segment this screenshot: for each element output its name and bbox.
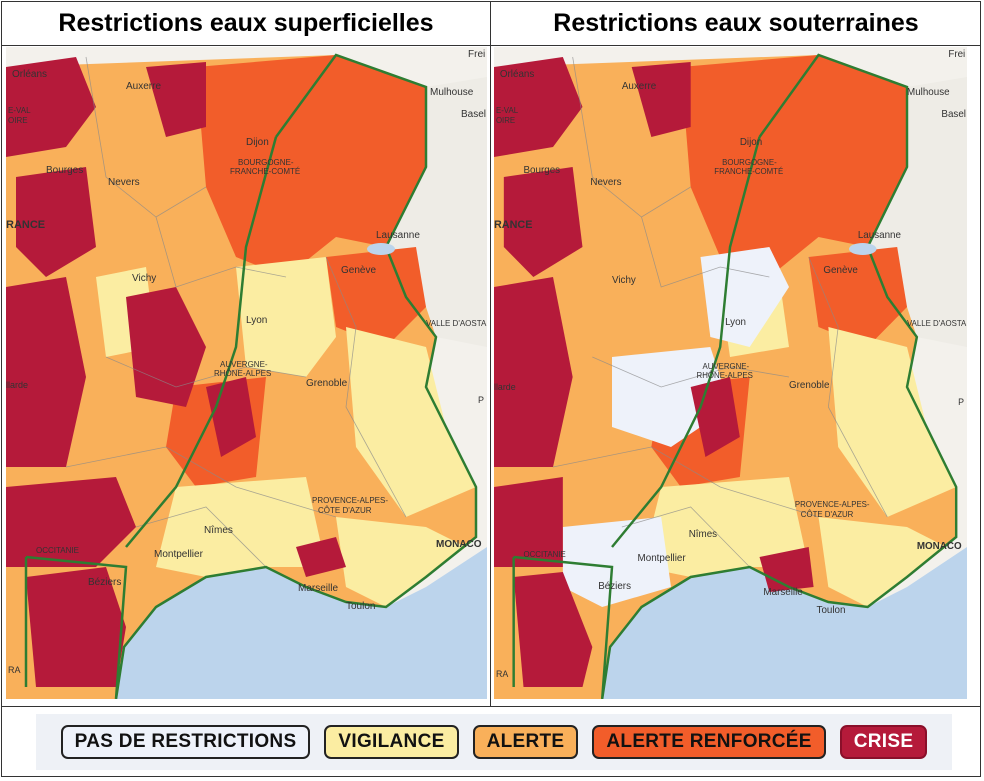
label-bourgogne: BOURGOGNE- xyxy=(238,158,294,167)
label-edge-ra: RA xyxy=(8,665,21,675)
label-limoges-2: llarde xyxy=(494,382,516,392)
label-vichy-2: Vichy xyxy=(612,275,636,286)
label-beziers: Béziers xyxy=(88,577,121,588)
label-freiburg-2: Frei xyxy=(948,49,965,60)
label-lausanne-2: Lausanne xyxy=(858,230,902,241)
label-auxerre: Auxerre xyxy=(126,81,161,92)
panel-title-groundwater: Restrictions eaux souterraines xyxy=(553,8,919,37)
label-marseille: Marseille xyxy=(298,583,338,594)
title-divider xyxy=(2,45,980,46)
legend: PAS DE RESTRICTIONS VIGILANCE ALERTE ALE… xyxy=(36,714,952,770)
label-basel-2: Basel xyxy=(941,109,966,120)
label-montpellier-2: Montpellier xyxy=(638,553,687,564)
legend-vigilance: VIGILANCE xyxy=(324,725,459,759)
label-mulhouse-2: Mulhouse xyxy=(907,87,950,98)
label-edge-ra-2: RA xyxy=(496,669,508,679)
label-edge-p: P xyxy=(478,395,484,405)
label-monaco: MONACO xyxy=(436,539,482,550)
label-aoste: VALLE D'AOSTA xyxy=(426,319,487,328)
label-marseille-2: Marseille xyxy=(763,587,803,598)
map-surface-water[interactable]: Orléans Auxerre Mulhouse Basel Frei E-VA… xyxy=(6,47,487,699)
label-nevers: Nevers xyxy=(108,177,140,188)
label-bourgogne-2: BOURGOGNE- xyxy=(722,158,777,167)
panel-divider xyxy=(490,2,491,706)
label-basel: Basel xyxy=(461,109,486,120)
label-rhone-alpes-2: RHÔNE-ALPES xyxy=(697,371,753,380)
label-mulhouse: Mulhouse xyxy=(430,87,474,98)
label-toulon-2: Toulon xyxy=(817,605,846,616)
label-montpellier: Montpellier xyxy=(154,549,204,560)
label-geneve: Genève xyxy=(341,265,376,276)
panel-title-surface: Restrictions eaux superficielles xyxy=(58,8,434,37)
label-nevers-2: Nevers xyxy=(590,177,621,188)
label-edge-p-2: P xyxy=(958,397,964,407)
label-dijon-2: Dijon xyxy=(740,137,762,148)
label-beziers-2: Béziers xyxy=(598,581,631,592)
label-rhone-alpes: RHÔNE-ALPES xyxy=(214,369,271,378)
label-limoges: llarde xyxy=(6,380,28,390)
label-lausanne: Lausanne xyxy=(376,230,420,241)
label-bourges-2: Bourges xyxy=(524,165,561,176)
label-nimes-2: Nîmes xyxy=(689,529,717,540)
legend-divider xyxy=(2,706,980,707)
label-monaco-2: MONACO xyxy=(917,541,962,552)
label-nimes: Nîmes xyxy=(204,525,233,536)
label-paca-1-2: PROVENCE-ALPES- xyxy=(795,500,870,509)
label-france-2: RANCE xyxy=(494,219,532,231)
legend-alerte-renforcee: ALERTE RENFORCÉE xyxy=(592,725,826,759)
label-loire: OIRE xyxy=(8,116,28,125)
label-toulon: Toulon xyxy=(346,601,375,612)
label-geneve-2: Genève xyxy=(823,265,858,276)
legend-crise: CRISE xyxy=(839,725,928,759)
label-val-loire: E-VAL xyxy=(8,106,31,115)
label-orleans-2: Orléans xyxy=(500,69,534,80)
label-orleans: Orléans xyxy=(12,69,47,80)
label-loire-2: OIRE xyxy=(496,116,515,125)
map-groundwater[interactable]: Orléans Auxerre Mulhouse Basel Frei E-VA… xyxy=(494,47,967,699)
label-occitanie-2: OCCITANIE xyxy=(524,550,566,559)
label-lyon: Lyon xyxy=(246,315,267,326)
label-bourges: Bourges xyxy=(46,165,83,176)
label-paca-2-2: CÔTE D'AZUR xyxy=(801,510,854,519)
label-auxerre-2: Auxerre xyxy=(622,81,657,92)
label-freiburg: Frei xyxy=(468,49,485,60)
label-occitanie: OCCITANIE xyxy=(36,546,79,555)
legend-pas-de-restrictions: PAS DE RESTRICTIONS xyxy=(60,725,311,759)
label-paca-2: CÔTE D'AZUR xyxy=(318,506,372,515)
label-lyon-2: Lyon xyxy=(725,317,746,328)
label-auvergne: AUVERGNE- xyxy=(220,360,268,369)
label-aoste-2: VALLE D'AOSTA xyxy=(907,319,967,328)
label-grenoble-2: Grenoble xyxy=(789,380,830,391)
label-paca-1: PROVENCE-ALPES- xyxy=(312,496,388,505)
legend-alerte: ALERTE xyxy=(472,725,579,759)
label-franche-comte-2: FRANCHE-COMTÉ xyxy=(714,167,783,176)
label-vichy: Vichy xyxy=(132,273,156,284)
label-franche-comte: FRANCHE-COMTÉ xyxy=(230,167,300,176)
label-dijon: Dijon xyxy=(246,137,269,148)
label-auvergne-2: AUVERGNE- xyxy=(702,362,749,371)
label-val-loire-2: E-VAL xyxy=(496,106,519,115)
label-france: RANCE xyxy=(6,219,45,231)
label-grenoble: Grenoble xyxy=(306,378,348,389)
